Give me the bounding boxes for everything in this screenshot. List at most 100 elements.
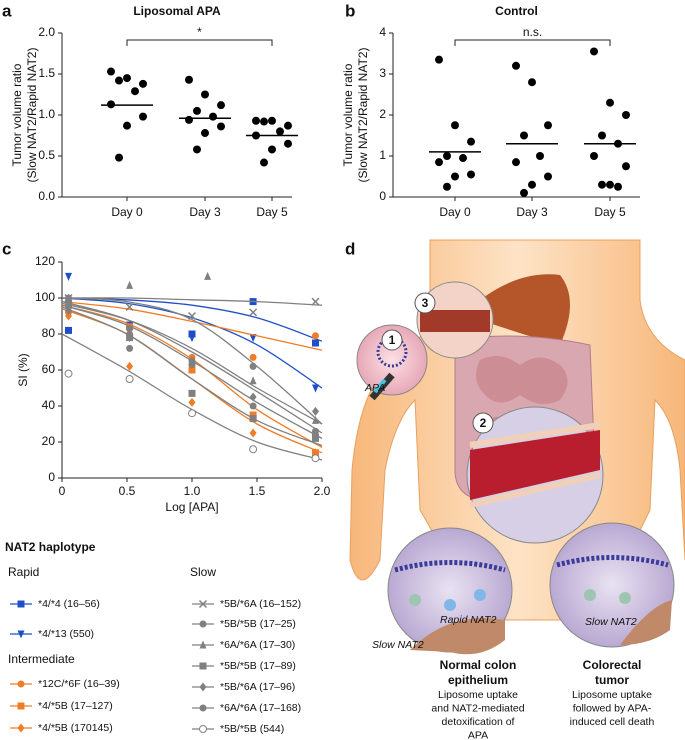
y-tick-label: 20: [42, 434, 56, 448]
significance-label: n.s.: [523, 25, 542, 39]
legend-label: *4/*13 (550): [38, 628, 94, 640]
panel-label: a: [2, 1, 12, 20]
fit-curve: [61, 333, 323, 461]
marker: [188, 409, 196, 418]
y-tick-label: 4: [379, 25, 386, 39]
marker: [312, 406, 319, 416]
marker: [199, 682, 207, 692]
y-axis-label: SI (%): [16, 353, 30, 386]
data-point: [217, 101, 225, 110]
data-point: [544, 172, 552, 181]
data-point: [107, 100, 115, 109]
data-point: [139, 112, 147, 121]
fit-curve: [61, 300, 323, 434]
significance-bracket: [454, 39, 611, 46]
y-tick-label: 0.0: [38, 189, 55, 203]
data-point: [193, 145, 201, 154]
caption-text: APA: [468, 729, 488, 740]
marker: [312, 434, 319, 442]
caption-text: detoxification of: [442, 716, 515, 728]
marker: [249, 353, 257, 361]
data-point: [201, 90, 209, 99]
marker: [65, 311, 72, 321]
marker: [126, 344, 134, 352]
chart-title: Control: [495, 4, 538, 18]
legend-title: NAT2 haplotype: [5, 540, 96, 554]
data-point: [276, 127, 284, 136]
caption-title: Normal colon: [440, 658, 517, 672]
marker: [188, 389, 196, 397]
chart-title: Liposomal APA: [133, 4, 221, 18]
marker: [249, 415, 257, 423]
panel-label: c: [2, 239, 11, 258]
data-point: [260, 117, 268, 126]
data-point: [284, 121, 292, 130]
caption-text: Liposome uptake: [438, 689, 518, 701]
x-tick-label: 0.5: [119, 484, 136, 498]
marker: [249, 362, 257, 370]
marker: [188, 397, 196, 407]
x-tick-label: 0: [59, 484, 66, 498]
marker: [65, 306, 72, 316]
legend-group-title: Intermediate: [8, 652, 75, 666]
fit-curve: [61, 297, 323, 389]
marker: [188, 366, 196, 374]
marker: [188, 330, 196, 338]
marker: [249, 308, 258, 317]
marker: [312, 339, 319, 347]
marker: [249, 445, 258, 454]
x-tick-label: Day 0: [111, 205, 143, 219]
data-point: [459, 154, 467, 163]
drug-label: APA: [364, 382, 385, 394]
data-point: [268, 116, 276, 125]
caption-text: Liposome uptake: [572, 689, 652, 701]
step-number: 3: [422, 296, 429, 310]
marker: [199, 662, 207, 670]
caption-text: induced cell death: [570, 716, 655, 728]
y-tick-label: 1: [379, 148, 386, 162]
marker: [125, 375, 134, 383]
x-tick-label: 2.0: [314, 484, 331, 498]
x-tick-label: Day 5: [594, 205, 626, 219]
panel-label: d: [345, 239, 355, 258]
step-number: 1: [389, 333, 396, 347]
x-axis-label: Log [APA]: [165, 500, 218, 514]
data-point: [115, 153, 123, 162]
legend-label: *5B/*5B (17–25): [220, 618, 296, 630]
marker: [249, 392, 257, 402]
legend-label: *12C/*6F (16–39): [38, 678, 120, 690]
marker: [198, 599, 208, 609]
marker: [199, 704, 207, 712]
marker: [199, 640, 207, 649]
data-point: [107, 67, 115, 76]
x-tick-label: 1.5: [249, 484, 266, 498]
slow-label: Slow NAT2: [585, 616, 637, 628]
y-tick-label: 1.0: [38, 107, 55, 121]
data-point: [520, 131, 528, 140]
data-point: [123, 121, 131, 130]
caption-text: followed by APA-: [573, 702, 652, 714]
data-point: [139, 79, 147, 88]
legend-label: *6A/*6A (17–30): [220, 639, 295, 651]
data-point: [451, 172, 459, 181]
y-tick-label: 60: [42, 362, 56, 376]
data-point: [115, 76, 123, 85]
marker: [312, 332, 319, 340]
marker: [17, 723, 25, 733]
y-tick-label: 2: [379, 107, 386, 121]
step-badge: [414, 292, 436, 314]
y-axis-label: (Slow NAT2/Rapid NAT2): [356, 48, 370, 183]
data-point: [131, 87, 139, 96]
data-point: [201, 129, 209, 138]
marker: [249, 428, 257, 438]
marker: [65, 294, 72, 302]
marker: [17, 630, 25, 639]
step-badge: [472, 412, 494, 434]
legend-label: *4/*5B (170145): [38, 722, 113, 734]
y-tick-label: 2.0: [38, 25, 55, 39]
panel-label: b: [345, 1, 355, 20]
data-point: [598, 131, 606, 140]
legend-label: *5B/*6A (17–96): [220, 681, 295, 693]
marker: [64, 369, 73, 378]
x-tick-label: Day 5: [256, 205, 288, 219]
